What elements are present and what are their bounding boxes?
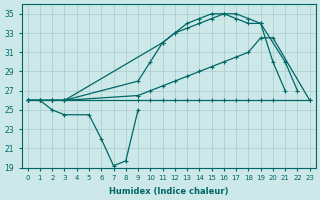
X-axis label: Humidex (Indice chaleur): Humidex (Indice chaleur) — [109, 187, 228, 196]
